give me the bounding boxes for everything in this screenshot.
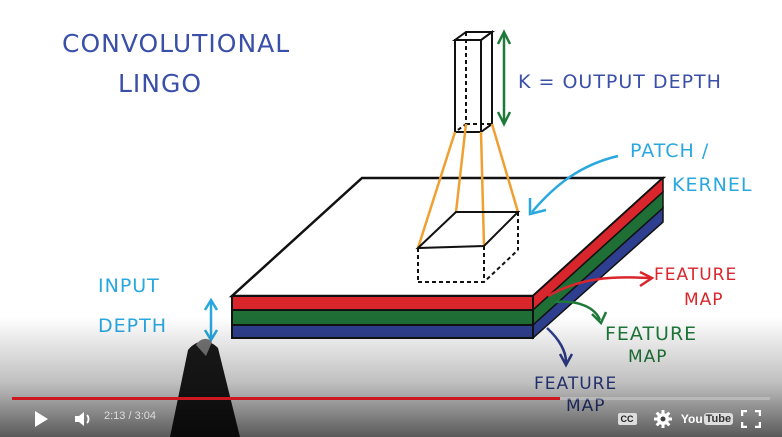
- feature-map-red-line-2: MAP: [684, 290, 724, 310]
- blue-layer-front: [231, 324, 534, 339]
- feature-map-red-line-1: FEATURE: [654, 265, 737, 285]
- volume-icon: [75, 411, 90, 426]
- title-line-1: CONVOLUTIONAL: [62, 29, 290, 58]
- fullscreen-icon: [741, 409, 761, 428]
- input-depth-line-1: INPUT: [98, 275, 160, 297]
- kernel-projection-lines: [416, 123, 520, 249]
- output-depth-arrow: [496, 29, 512, 127]
- feature-blue-arrow: [546, 327, 568, 363]
- captions-label: CC: [617, 412, 637, 425]
- red-layer-front: [231, 295, 534, 311]
- play-button[interactable]: [24, 400, 58, 437]
- green-layer-front: [231, 309, 534, 326]
- title-line-2: LINGO: [118, 69, 202, 98]
- player-controls: 2:13 / 3:04 CC You: [0, 400, 782, 437]
- patch-arrow: [528, 154, 619, 216]
- volume-button[interactable]: [66, 400, 100, 437]
- progress-played: [12, 397, 561, 400]
- feature-red-arrowhead: [639, 270, 655, 288]
- patch-label-line-1: PATCH /: [630, 140, 709, 162]
- time-display: 2:13 / 3:04: [104, 410, 156, 422]
- youtube-logo-tube: Tube: [703, 412, 734, 425]
- gear-icon: [654, 409, 672, 428]
- k-output-depth-label: K = OUTPUT DEPTH: [518, 71, 722, 93]
- captions-button[interactable]: CC: [612, 400, 642, 437]
- output-column: [451, 30, 496, 133]
- patch-label-line-2: KERNEL: [672, 174, 752, 196]
- feature-map-green-line-1: FEATURE: [605, 323, 697, 345]
- input-depth-arrow: [203, 297, 219, 343]
- patch-kernel-box: [415, 211, 521, 283]
- feature-map-green-line-2: MAP: [628, 347, 668, 367]
- youtube-logo[interactable]: You Tube: [681, 400, 734, 437]
- settings-button[interactable]: [648, 400, 678, 437]
- feature-map-blue-line-1: FEATURE: [534, 374, 617, 394]
- fullscreen-button[interactable]: [736, 400, 766, 437]
- youtube-logo-you: You: [680, 411, 703, 426]
- progress-bar[interactable]: [12, 397, 770, 400]
- input-depth-line-2: DEPTH: [98, 315, 167, 337]
- play-icon: [35, 410, 48, 427]
- feature-red-arrow: [547, 276, 651, 298]
